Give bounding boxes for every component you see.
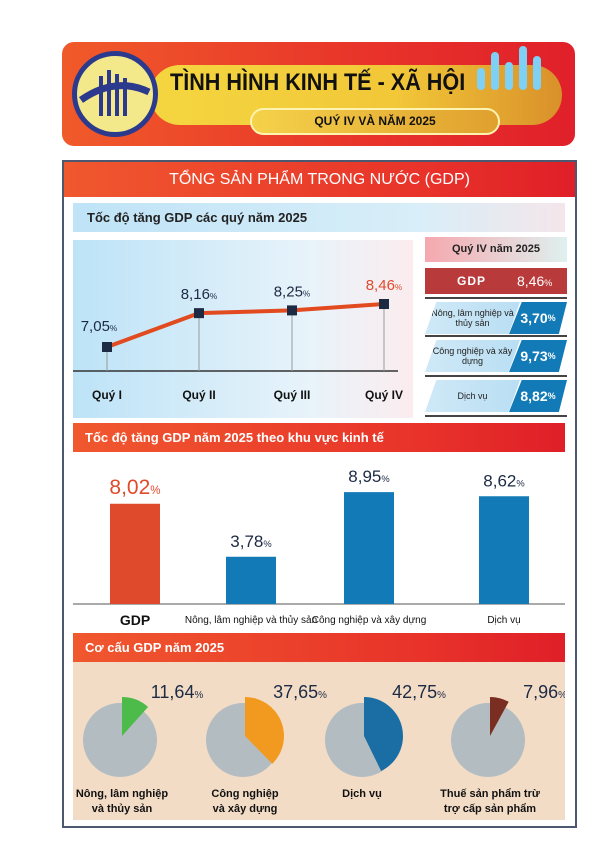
data-label: 8,95% [348,467,389,486]
section-title: TỔNG SẢN PHẨM TRONG NƯỚC (GDP) [64,162,575,197]
x-tick-label: Quý III [274,388,311,402]
series-line [106,301,385,349]
pie-category-label: Nông, lâm nghiệp [76,788,169,800]
row-value: 9,73 [520,348,548,364]
quarter-gdp-box: GDP 8,46% [425,268,567,294]
gso-logo [72,51,158,137]
data-point [194,308,204,319]
bar [110,503,160,604]
data-point [102,342,112,352]
sector-chart-title: Tốc độ tăng GDP năm 2025 theo khu vực ki… [73,423,565,452]
unit: % [544,278,553,288]
row-label: Nông, lâm nghiệp và thủy sản [425,302,520,334]
quarterly-chart-title: Tốc độ tăng GDP các quý năm 2025 [73,203,565,232]
data-label: 8,02% [109,476,160,499]
structure-chart-title: Cơ cấu GDP năm 2025 [73,633,565,662]
pie-category-label: và xây dựng [213,803,278,815]
data-label: 8,16% [181,286,218,303]
quarter-row: Công nghiệp và xây dựng 9,73% [425,340,567,372]
pie-slice [490,697,509,736]
data-point [379,298,389,309]
pie-category-label: và thủy sản [92,803,153,815]
data-label: 37,65% [273,682,327,702]
x-tick-label: Nông, lâm nghiệp và thủy sản [185,614,317,626]
data-label: 7,96% [523,682,565,702]
data-label: 3,78% [230,532,271,551]
quarter-gdp-value: 8,46 [517,273,545,289]
period-subtitle: QUÝ IV VÀ NĂM 2025 [250,108,500,135]
quarter-row: Nông, lâm nghiệp và thủy sản 3,70% [425,302,567,334]
bar-chart: 8,02% GDP 3,78% Nông, lâm nghiệp và thủy sả… [73,467,565,628]
bar [344,492,394,604]
row-label: Dịch vụ [425,380,520,412]
gdp-frame [62,160,577,828]
pie-rest [83,703,157,777]
row-value: 3,70 [520,310,548,326]
pie-category-label: Công nghiệp [211,788,278,800]
pie-category-label: Thuế sản phẩm trừ [440,788,540,800]
bar-chart-decoration-icon [477,46,547,90]
line-chart-area: 7,05% Quý I 8,16% Quý II 8,25% Quý III 8,46% Qu… [73,240,413,418]
quarter-row: Dịch vụ 8,82% [425,380,567,412]
data-label: 8,25% [274,283,311,300]
pie-category-label: trợ cấp sản phẩm [444,803,536,815]
row-value: 8,82 [520,388,548,404]
quarter-gdp-label: GDP [457,274,487,288]
data-label: 8,46% [366,277,403,294]
data-label: 42,75% [392,682,446,702]
pie-rest [451,703,525,777]
x-tick-label: Dịch vụ [487,615,520,626]
pie-category-label: Dịch vụ [342,788,382,800]
x-tick-label: Quý I [92,388,122,402]
pie-slice [245,697,284,764]
row-label: Công nghiệp và xây dựng [425,340,520,372]
main-title: TÌNH HÌNH KINH TẾ - XÃ HỘI [170,69,466,96]
quarter-panel-title: Quý IV năm 2025 [425,237,567,262]
x-tick-label: Quý II [182,388,215,402]
x-tick-label: Công nghiệp và xây dựng [312,615,427,626]
x-tick-label: GDP [120,612,150,628]
bar [226,556,276,604]
data-point [287,305,297,316]
data-label: 7,05% [81,318,118,335]
data-label: 11,64% [151,682,204,702]
pie-chart-area: 11,64% Nông, lâm nghiệp và thủy sản 37,65% C… [73,662,567,820]
pie-slice [122,697,149,736]
x-tick-label: Quý IV [365,388,403,402]
bar [479,496,529,604]
data-label: 8,62% [483,471,524,490]
pie-slice [364,697,403,772]
